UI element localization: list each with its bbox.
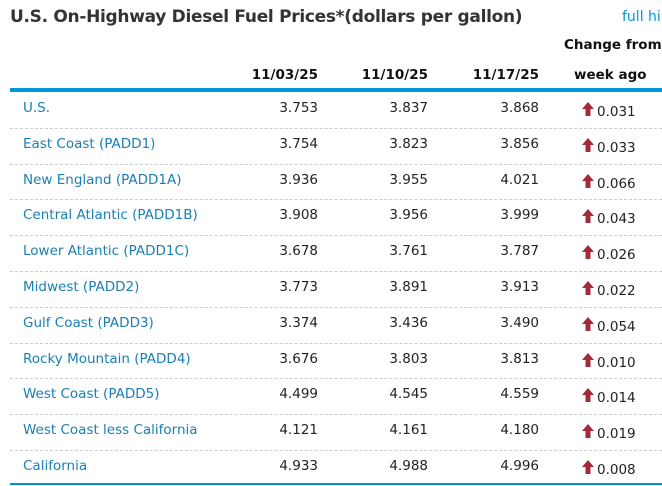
price-11-17: 3.787 [500,243,539,260]
price-11-03: 3.908 [279,207,318,224]
arrow-up-icon [582,352,594,367]
price-11-17: 3.813 [500,350,539,367]
region-link[interactable]: West Coast (PADD5) [23,386,160,403]
region-link[interactable]: Midwest (PADD2) [23,279,140,295]
arrow-up-icon [582,209,594,224]
arrow-up-icon [582,460,594,474]
weekly-change: 0.031 [597,104,636,120]
price-11-17: 3.490 [500,314,539,331]
price-11-03: 3.754 [279,135,318,152]
price-11-03: 3.753 [279,100,318,116]
region-link[interactable]: California [23,458,88,474]
price-11-10: 4.545 [389,386,428,403]
header-change-line2: week ago [574,67,647,83]
arrow-up-icon [582,102,594,116]
header-date-1: 11/03/25 [251,67,318,83]
page-title: U.S. On-Highway Diesel Fuel Prices*(doll… [10,7,523,27]
price-11-03: 4.499 [279,386,318,403]
region-link[interactable]: West Coast less California [23,422,198,439]
price-11-17: 4.021 [500,171,539,188]
price-11-10: 3.823 [389,135,428,152]
price-11-17: 4.180 [500,422,539,439]
weekly-change: 0.043 [597,211,636,228]
price-11-03: 3.676 [279,350,318,367]
region-link[interactable]: Rocky Mountain (PADD4) [23,350,191,367]
arrow-up-icon [582,245,594,260]
price-11-17: 3.999 [500,207,539,224]
price-11-10: 3.761 [389,243,428,260]
table-row: Gulf Coast (PADD3) 3.374 3.436 3.490 0.0… [10,307,662,344]
price-11-10: 3.436 [389,314,428,331]
price-11-03: 4.933 [279,458,318,474]
price-11-10: 3.803 [389,350,428,367]
price-11-10: 3.891 [389,279,428,295]
price-11-10: 3.956 [389,207,428,224]
weekly-change: 0.033 [597,139,636,156]
region-link[interactable]: Central Atlantic (PADD1B) [23,207,198,224]
region-link[interactable]: New England (PADD1A) [23,171,182,188]
table-row: East Coast (PADD1) 3.754 3.823 3.856 0.0… [10,128,662,165]
arrow-up-icon [582,173,594,188]
price-11-03: 3.773 [279,279,318,295]
region-link[interactable]: U.S. [23,100,51,116]
weekly-change: 0.008 [597,462,636,478]
price-11-17: 3.913 [500,279,539,295]
price-11-17: 4.996 [500,458,539,474]
header-date-2: 11/10/25 [361,67,428,83]
price-11-03: 4.121 [279,422,318,439]
weekly-change: 0.019 [597,426,636,443]
price-11-10: 4.161 [389,422,428,439]
arrow-up-icon [582,424,594,439]
table-row: Lower Atlantic (PADD1C) 3.678 3.761 3.78… [10,235,662,272]
price-11-03: 3.374 [279,314,318,331]
weekly-change: 0.054 [597,318,636,335]
price-11-17: 4.559 [500,386,539,403]
price-11-10: 3.837 [389,100,428,116]
weekly-change: 0.026 [597,247,636,264]
arrow-up-icon [582,137,594,152]
table-row: Central Atlantic (PADD1B) 3.908 3.956 3.… [10,199,662,237]
region-link[interactable]: Lower Atlantic (PADD1C) [23,243,190,260]
weekly-change: 0.022 [597,283,636,299]
table-row: West Coast (PADD5) 4.499 4.545 4.559 0.0… [10,378,662,416]
header-divider [10,88,662,92]
table-row: U.S. 3.753 3.837 3.868 0.031 [10,92,662,129]
table-row: Midwest (PADD2) 3.773 3.891 3.913 0.022 [10,271,662,308]
price-11-03: 3.678 [279,243,318,260]
weekly-change: 0.066 [597,175,636,192]
price-11-17: 3.856 [500,135,539,152]
table-bottom-border [10,483,662,485]
arrow-up-icon [582,281,594,295]
full-history-link[interactable]: full hi [622,9,661,25]
header-change-line1: Change from [564,37,662,53]
table-row: Rocky Mountain (PADD4) 3.676 3.803 3.813… [10,343,662,380]
price-11-10: 3.955 [389,171,428,188]
weekly-change: 0.010 [597,354,636,371]
region-link[interactable]: Gulf Coast (PADD3) [23,314,154,331]
table-row: California 4.933 4.988 4.996 0.008 [10,450,662,486]
table-row: West Coast less California 4.121 4.161 4… [10,414,662,451]
price-11-17: 3.868 [500,100,539,116]
header-date-3: 11/17/25 [472,67,539,83]
price-11-03: 3.936 [279,171,318,188]
table-row: New England (PADD1A) 3.936 3.955 4.021 0… [10,164,662,201]
arrow-up-icon [582,316,594,331]
price-11-10: 4.988 [389,458,428,474]
weekly-change: 0.014 [597,390,636,407]
region-link[interactable]: East Coast (PADD1) [23,135,156,152]
arrow-up-icon [582,388,594,403]
